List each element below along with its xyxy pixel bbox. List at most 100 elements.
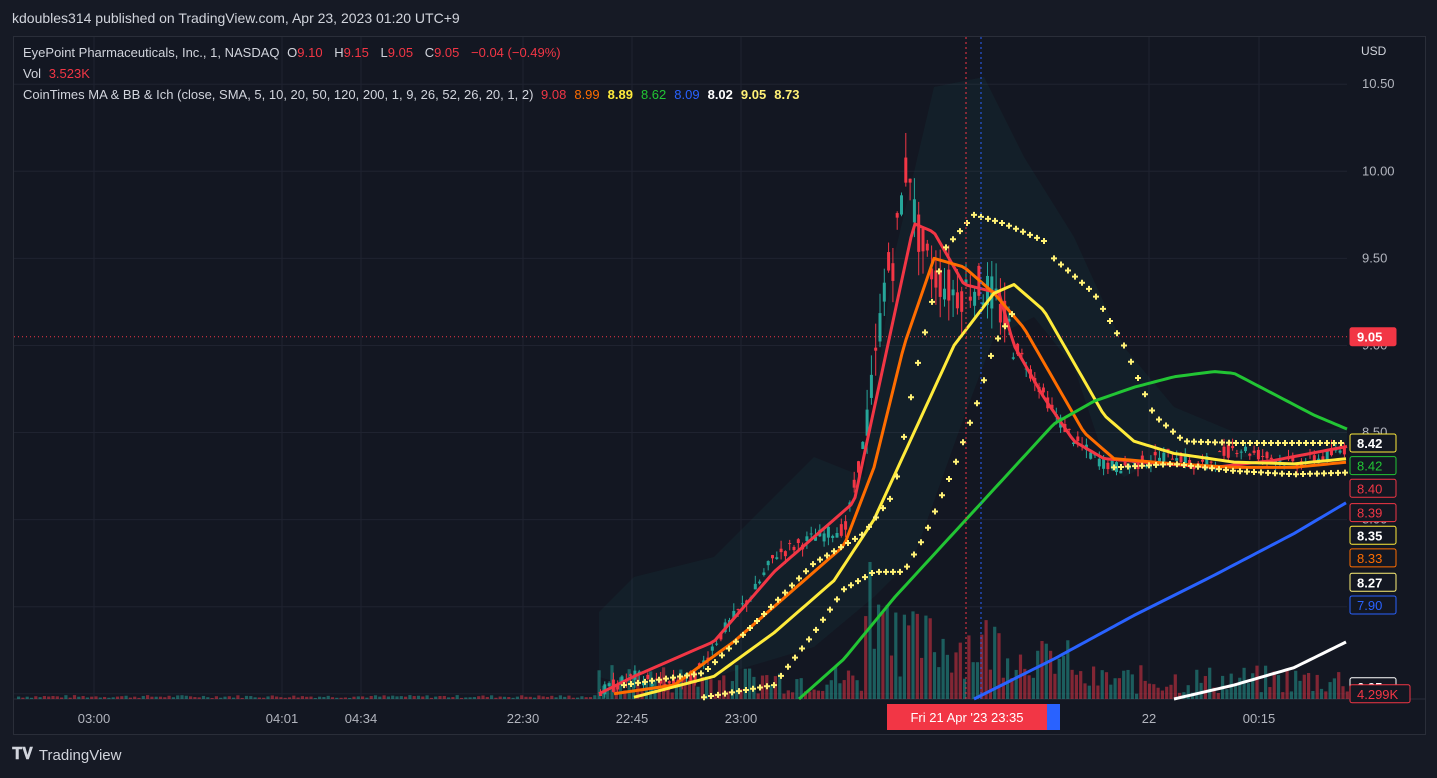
candle-body	[616, 685, 620, 690]
volume-bar	[1104, 672, 1109, 699]
price-chart[interactable]: 10.5010.009.509.008.508.007.507.0003:000…	[14, 37, 1425, 734]
volume-bar	[1289, 691, 1293, 699]
volume-bar	[1010, 678, 1014, 699]
volume-bar	[588, 697, 593, 699]
ich-cross-lower	[988, 352, 994, 359]
volume-bar	[451, 697, 455, 699]
footer-brand[interactable]: 𝐓𝐕 TradingView	[12, 746, 121, 764]
volume-bar	[1117, 678, 1121, 699]
candle-body	[1175, 458, 1179, 461]
volume-bar	[232, 697, 236, 699]
volume-bar	[507, 697, 511, 699]
ich-cross-upper	[719, 652, 725, 659]
volume-bar	[51, 695, 55, 699]
candle-body	[1252, 450, 1256, 453]
volume-bar	[666, 686, 670, 699]
volume-bar	[21, 697, 25, 699]
volume-bar	[1238, 677, 1242, 699]
ich-cross-upper	[1041, 237, 1047, 244]
volume-bar	[653, 680, 657, 699]
candle-body	[1020, 352, 1024, 355]
ich-cross-lower	[890, 568, 896, 575]
ich-cross-lower	[1009, 311, 1015, 318]
ich-cross-upper-2	[1107, 318, 1113, 325]
ich-cross-lower-2	[1202, 464, 1208, 471]
ich-cross-upper	[1027, 231, 1033, 238]
candle-body	[1102, 457, 1106, 469]
candle-body	[981, 302, 985, 306]
candle-body	[869, 374, 873, 398]
volume-bar	[128, 697, 132, 699]
volume-bar	[571, 697, 575, 699]
symbol-name[interactable]: EyePoint Pharmaceuticals, Inc., 1, NASDA…	[23, 45, 280, 60]
volume-bar	[356, 696, 360, 699]
volume-bar	[533, 697, 537, 699]
ich-cross-upper	[691, 671, 697, 678]
y-tick-label: 10.50	[1362, 76, 1395, 91]
ich-cross-upper	[852, 535, 858, 542]
volume-bar	[644, 682, 648, 699]
volume-bar	[709, 679, 713, 699]
volume-bar	[1276, 675, 1281, 699]
ich-cross-lower	[736, 688, 742, 695]
candle-body	[1201, 459, 1204, 462]
chart-pane[interactable]: 10.5010.009.509.008.508.007.507.0003:000…	[13, 36, 1426, 735]
volume-bar	[1212, 687, 1216, 699]
volume-bar	[670, 692, 674, 699]
volume-bar	[937, 667, 941, 699]
volume-bar	[855, 680, 859, 699]
indicator-value-2: 8.99	[574, 87, 600, 102]
volume-bar	[68, 697, 72, 699]
volume-bar	[717, 680, 722, 699]
volume-label[interactable]: Vol	[23, 66, 42, 81]
volume-bar	[636, 675, 640, 699]
ich-cross-upper-2	[1093, 293, 1099, 300]
volume-bar	[77, 696, 81, 699]
ich-cross-upper	[677, 673, 683, 680]
volume-bar	[877, 604, 881, 699]
ich-cross-lower	[708, 693, 714, 700]
ich-cross-upper-2	[1282, 439, 1288, 446]
volume-bar	[1027, 675, 1031, 699]
candle-body	[878, 313, 882, 342]
volume-bar	[524, 696, 528, 699]
ich-cross-upper	[733, 638, 739, 645]
currency-label[interactable]: USD	[1361, 44, 1387, 58]
ich-cross-upper-2	[1121, 342, 1127, 349]
volume-bar	[739, 688, 743, 699]
ich-cross-lower-2	[1335, 469, 1341, 476]
ich-cross-lower	[1002, 323, 1008, 330]
volume-bar	[94, 696, 98, 699]
volume-bar	[189, 696, 193, 699]
volume-bar	[257, 697, 261, 699]
volume-bar	[816, 690, 820, 699]
candle-body	[1183, 454, 1187, 465]
volume-bar	[924, 615, 928, 699]
volume-bar	[361, 696, 365, 699]
ich-cross-lower	[827, 606, 833, 613]
candle-body	[796, 539, 800, 544]
volume-bar	[485, 696, 489, 699]
candle-body	[809, 533, 813, 535]
ich-cross-upper	[656, 676, 662, 683]
volume-bar	[537, 695, 541, 699]
candle-body	[599, 694, 602, 696]
candle-body	[788, 543, 792, 545]
volume-bar	[1264, 665, 1268, 699]
ich-cross-lower-2	[1174, 461, 1180, 468]
volume-bar	[1053, 673, 1057, 699]
ich-cross-upper	[873, 514, 879, 521]
ich-cross-lower-2	[1342, 469, 1348, 476]
indicator-name[interactable]: CoinTimes MA & BB & Ich (close, SMA, 5, …	[23, 87, 534, 102]
volume-bar	[249, 696, 253, 699]
candle-body	[921, 228, 925, 252]
indicator-value-5: 8.09	[674, 87, 700, 102]
price-label: 8.42	[1357, 436, 1382, 451]
volume-bar	[300, 696, 304, 699]
volume-bar	[696, 686, 700, 699]
volume-bar	[378, 696, 382, 699]
volume-bar	[1319, 688, 1324, 699]
candle-body	[839, 524, 843, 536]
volume-bar	[915, 613, 919, 699]
ich-cross-lower-2	[1230, 467, 1236, 474]
